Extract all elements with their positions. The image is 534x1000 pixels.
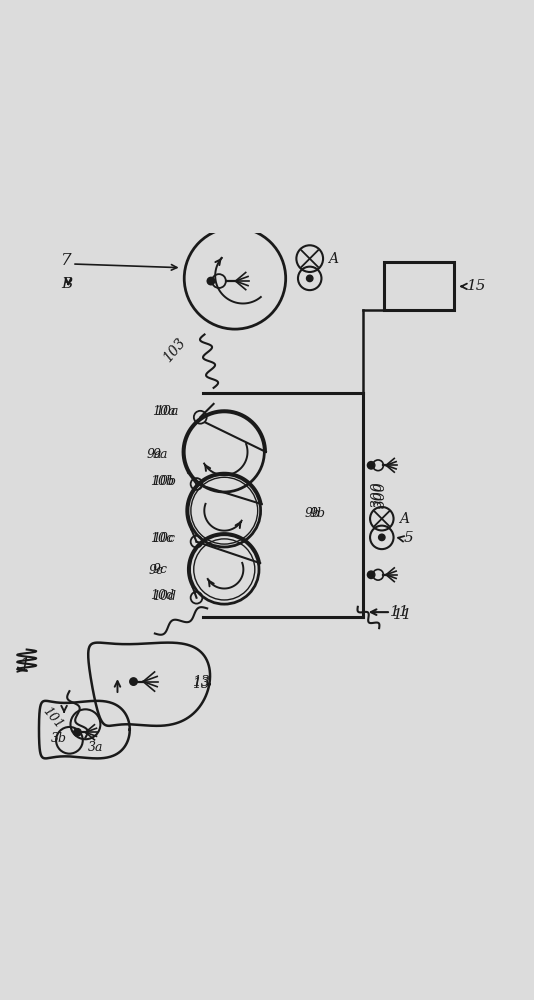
- Text: 9b: 9b: [310, 507, 326, 520]
- Circle shape: [307, 275, 313, 282]
- Circle shape: [367, 571, 375, 578]
- Text: 10b: 10b: [151, 475, 175, 488]
- Text: 10a: 10a: [155, 405, 178, 418]
- Text: 11: 11: [392, 608, 412, 622]
- Text: 103: 103: [160, 336, 188, 365]
- Circle shape: [367, 462, 375, 469]
- Text: 9c: 9c: [152, 563, 167, 576]
- Text: 9a: 9a: [147, 448, 162, 461]
- Circle shape: [207, 277, 215, 285]
- Text: A: A: [399, 512, 409, 526]
- Text: 1: 1: [20, 657, 31, 674]
- Text: 300: 300: [371, 481, 385, 508]
- Text: 11: 11: [390, 605, 410, 619]
- Circle shape: [379, 534, 385, 541]
- Text: 10c: 10c: [152, 532, 175, 545]
- Text: 7: 7: [61, 252, 72, 269]
- Circle shape: [130, 678, 137, 685]
- Text: 15: 15: [467, 279, 487, 293]
- Text: 5: 5: [403, 531, 413, 545]
- Circle shape: [74, 729, 81, 736]
- Text: B: B: [61, 277, 73, 291]
- Text: 9a: 9a: [152, 448, 168, 461]
- Text: 9b: 9b: [304, 507, 320, 520]
- Bar: [384, 262, 454, 310]
- Text: 10b: 10b: [152, 475, 176, 488]
- Text: 10d: 10d: [151, 589, 175, 602]
- Text: A: A: [328, 252, 339, 266]
- Text: 300: 300: [374, 481, 388, 508]
- Text: 10d: 10d: [152, 590, 176, 603]
- Text: 10a: 10a: [152, 405, 176, 418]
- Text: 3b: 3b: [51, 732, 67, 745]
- Text: 10c: 10c: [151, 532, 174, 545]
- Text: 13: 13: [192, 677, 210, 691]
- Text: 101: 101: [40, 705, 66, 731]
- Text: 13: 13: [192, 675, 210, 689]
- Text: 9c: 9c: [148, 564, 163, 577]
- Text: 3a: 3a: [88, 741, 104, 754]
